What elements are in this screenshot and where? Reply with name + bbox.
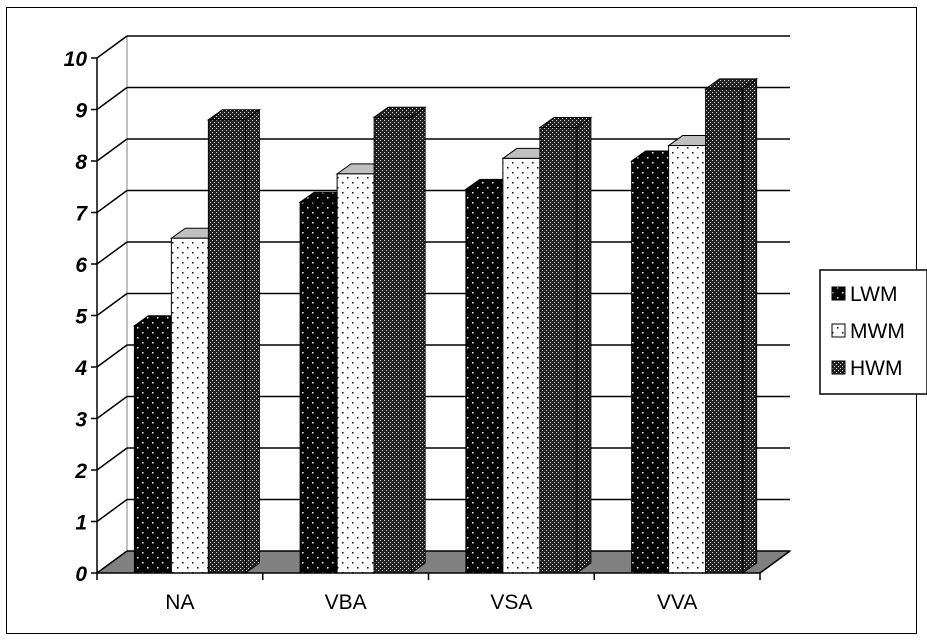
grid-depth-line	[96, 189, 128, 214]
y-tick-label: 4	[74, 357, 87, 380]
legend-swatch	[831, 323, 846, 338]
x-tick-label: VSA	[490, 591, 532, 614]
legend-label: LWM	[850, 283, 897, 306]
grid-depth-line	[96, 344, 128, 368]
legend-label: HWM	[850, 357, 902, 380]
bar-side	[244, 108, 260, 574]
grid-depth-line	[96, 447, 128, 471]
grid-depth-line	[96, 35, 128, 59]
x-tick-label: VBA	[325, 591, 367, 614]
x-tick-label: VVA	[657, 591, 697, 614]
bar-hwm-vba	[373, 116, 412, 574]
grid-depth-line	[96, 292, 128, 317]
y-tick-label: 7	[75, 203, 88, 226]
y-tick-label: 3	[75, 409, 87, 432]
y-tick-label: 8	[75, 151, 87, 174]
grid-depth-line	[96, 498, 128, 523]
legend-swatch	[831, 286, 846, 301]
y-tick-label: 5	[75, 306, 87, 329]
grid-depth-line	[96, 550, 128, 574]
grid-depth-line	[96, 241, 128, 265]
y-tick-label: 1	[75, 512, 87, 535]
x-axis-depth-line	[759, 550, 791, 574]
legend-label: MWM	[850, 320, 905, 343]
y-axis-ticks: 0 1 2 3 4 5 6 7 8 9 10	[64, 48, 97, 586]
y-tick-label: 2	[74, 460, 87, 483]
bar-hwm-na	[207, 119, 246, 574]
bar-mwm-vba	[336, 173, 375, 574]
bar-lwm-vsa	[465, 188, 504, 574]
y-tick-label: 9	[75, 100, 87, 123]
bar-side	[576, 116, 592, 574]
bar-lwm-na	[133, 325, 172, 574]
bar-side	[410, 106, 426, 574]
bar-lwm-vba	[299, 201, 338, 574]
bar-mwm-na	[170, 237, 209, 574]
x-tick-label: NA	[165, 591, 194, 614]
bar-hwm-vva	[705, 88, 744, 574]
bar-lwm-vva	[631, 160, 670, 574]
y-tick-label: 10	[64, 48, 88, 71]
legend-swatch	[831, 360, 846, 375]
bar-mwm-vsa	[502, 157, 541, 574]
bar-hwm-vsa	[539, 127, 578, 574]
x-axis-ticks: NA VBA VSA VVA	[96, 550, 791, 614]
grid-depth-line	[96, 395, 128, 420]
legend: LWM MWM HWM	[819, 269, 927, 395]
y-tick-label: 0	[75, 563, 87, 586]
bar-mwm-vva	[668, 145, 707, 574]
grid-depth-line	[96, 86, 128, 111]
bar-side	[742, 77, 758, 574]
y-tick-label: 6	[75, 254, 87, 277]
grid-depth-line	[96, 138, 128, 162]
